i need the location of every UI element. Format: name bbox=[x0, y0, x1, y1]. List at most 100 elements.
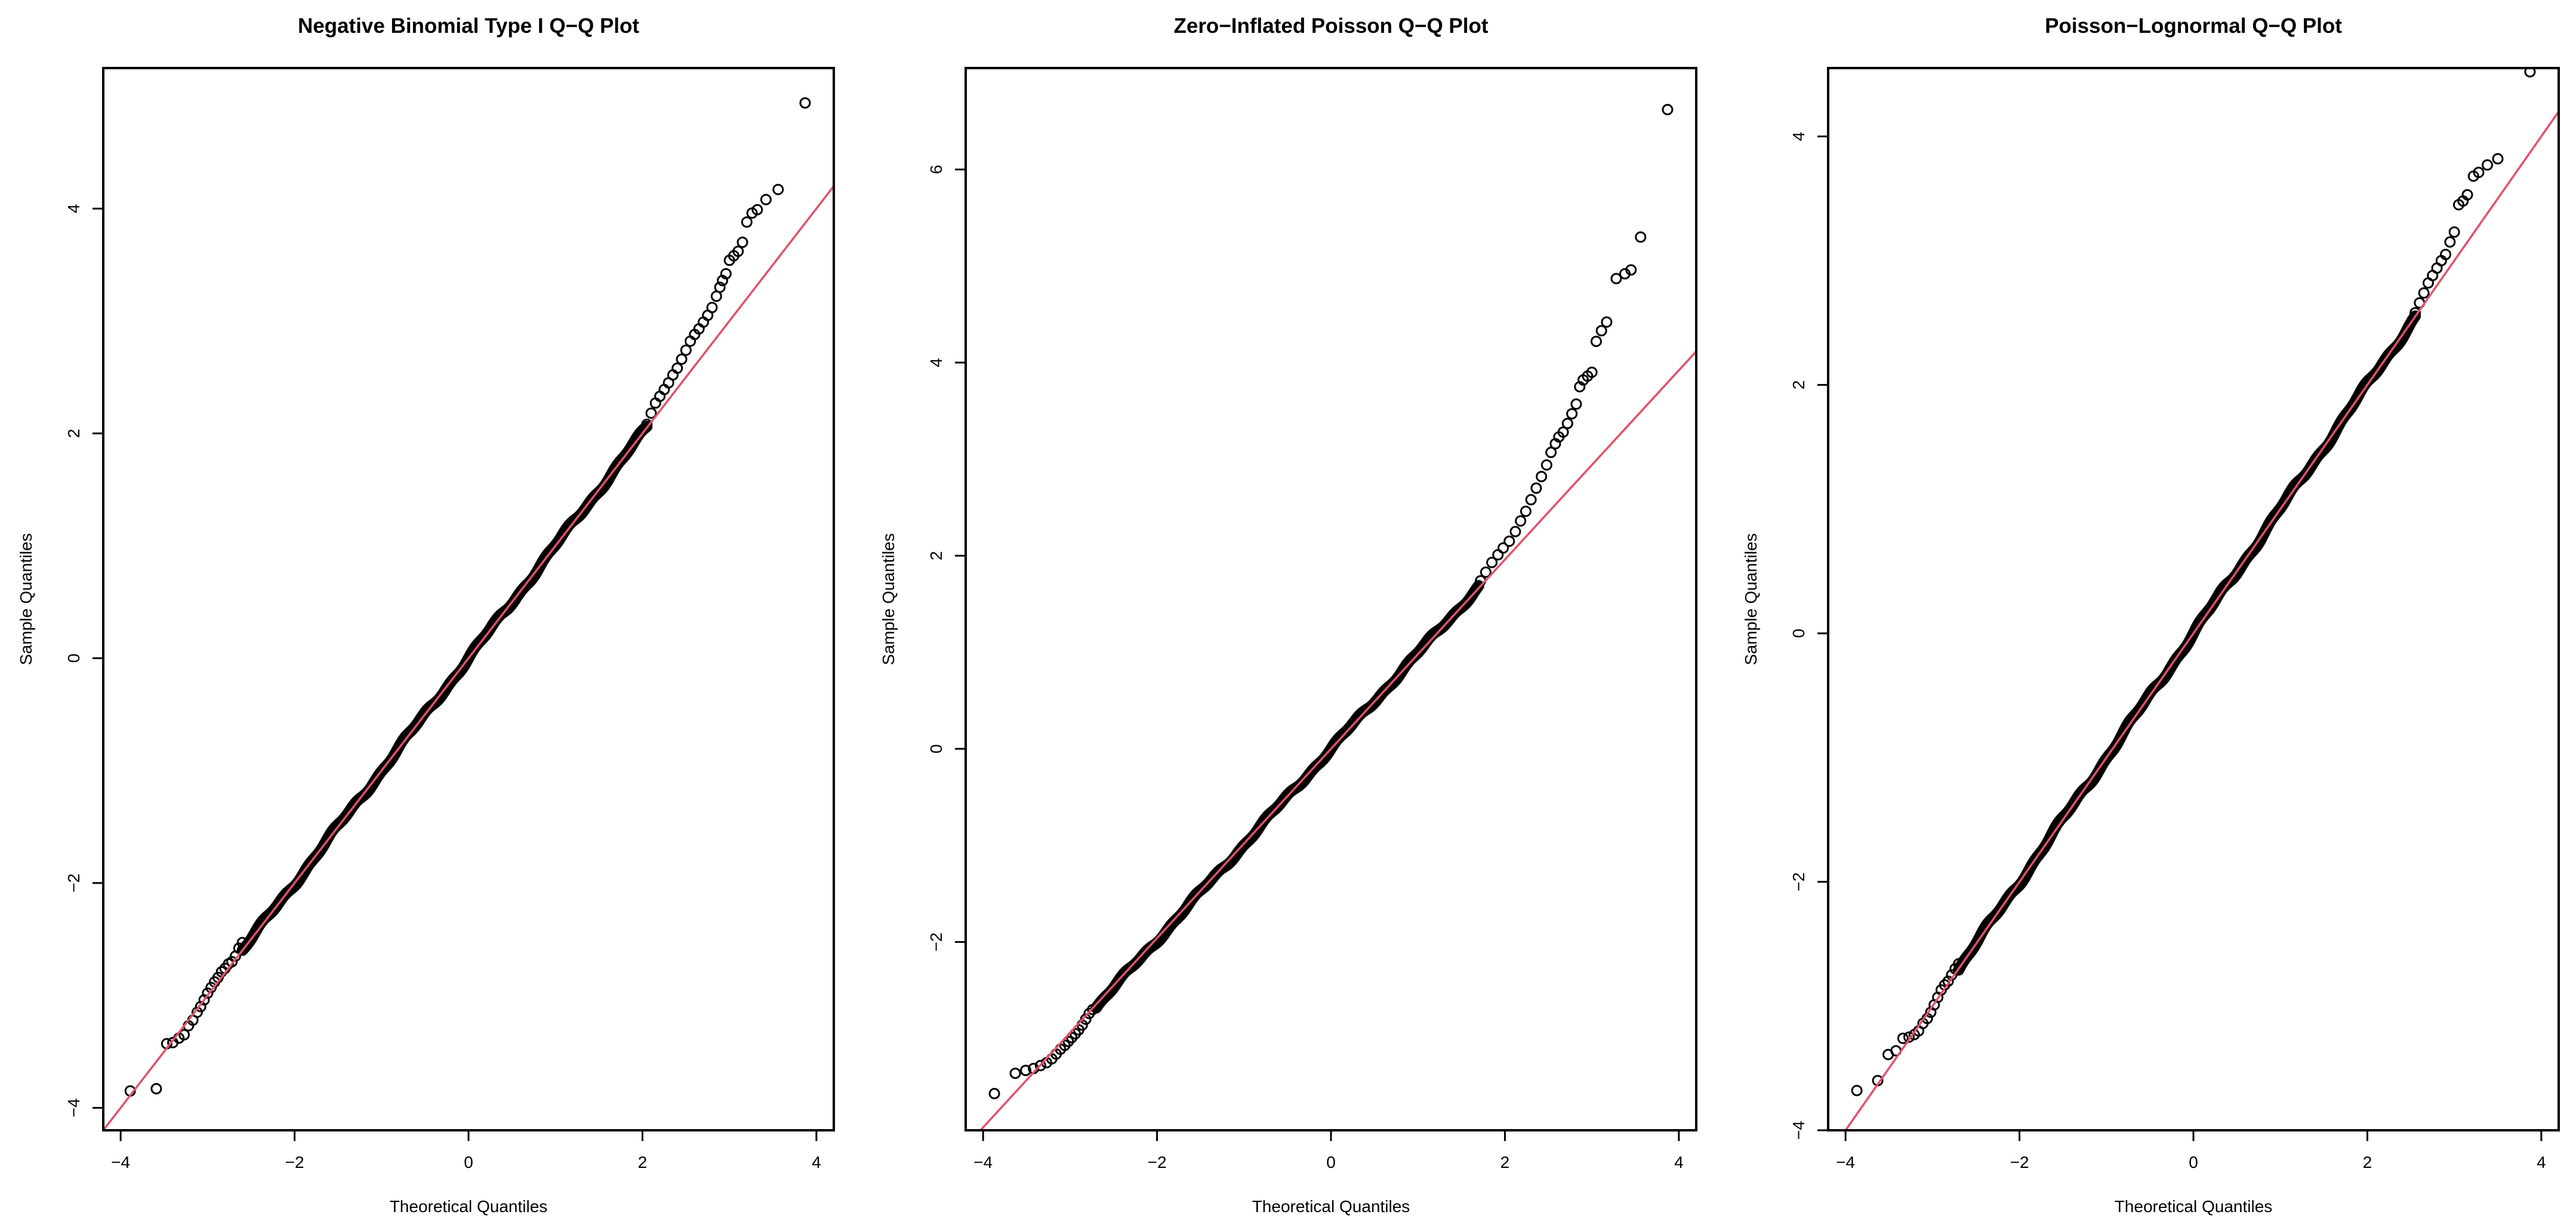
y-tick-label: −2 bbox=[1789, 872, 1808, 891]
qq-point bbox=[1595, 325, 1607, 337]
qq-point bbox=[1530, 482, 1542, 494]
qq-point bbox=[2461, 189, 2473, 201]
y-tick-label: −2 bbox=[64, 874, 83, 893]
qq-point bbox=[1610, 273, 1622, 285]
x-tick-label: −2 bbox=[2010, 1153, 2029, 1171]
qq-point bbox=[671, 362, 683, 374]
qq-point bbox=[226, 956, 238, 968]
qq-point bbox=[1503, 535, 1515, 547]
qq-point bbox=[737, 236, 748, 248]
y-tick-label: 2 bbox=[1789, 380, 1808, 390]
reference-line bbox=[979, 349, 1696, 1130]
qq-point bbox=[178, 1029, 190, 1041]
x-axis-label: Theoretical Quantiles bbox=[1252, 1197, 1410, 1216]
y-tick-label: 0 bbox=[927, 744, 945, 754]
qq-point bbox=[714, 281, 726, 293]
y-tick-label: 4 bbox=[927, 358, 945, 367]
chart-title: Negative Binomial Type I Q−Q Plot bbox=[298, 14, 639, 38]
y-tick-label: −2 bbox=[927, 933, 945, 952]
qq-point bbox=[2473, 167, 2485, 179]
qq-point bbox=[2448, 226, 2460, 238]
y-tick-label: −4 bbox=[64, 1098, 83, 1117]
qq-point bbox=[760, 193, 772, 205]
qq-point bbox=[1515, 515, 1527, 527]
y-axis-label: Sample Quantiles bbox=[1742, 533, 1760, 665]
plot-area bbox=[103, 97, 834, 1130]
qq-point bbox=[1851, 1084, 1863, 1096]
qq-point bbox=[1486, 556, 1498, 568]
x-tick-label: 2 bbox=[638, 1153, 648, 1171]
qq-point bbox=[680, 345, 692, 356]
qq-point bbox=[2482, 159, 2494, 171]
x-tick-label: −4 bbox=[111, 1153, 130, 1171]
qq-point bbox=[751, 204, 763, 216]
y-tick-label: 4 bbox=[64, 204, 83, 214]
qq-point bbox=[1635, 231, 1647, 243]
y-tick-label: 0 bbox=[1789, 629, 1808, 638]
qq-point bbox=[2440, 248, 2452, 260]
qq-panel-1: Negative Binomial Type I Q−Q Plot Theoret… bbox=[17, 14, 835, 1216]
reference-line bbox=[1844, 109, 2559, 1130]
y-tick-label: 4 bbox=[1789, 132, 1808, 142]
qq-point bbox=[1540, 459, 1552, 471]
plot-area bbox=[1844, 68, 2559, 1130]
y-tick-label: −4 bbox=[1789, 1121, 1808, 1140]
x-tick-label: 0 bbox=[1326, 1153, 1336, 1171]
y-axis-label: Sample Quantiles bbox=[17, 533, 35, 665]
qq-point bbox=[1586, 366, 1598, 378]
x-tick-label: 0 bbox=[2189, 1153, 2198, 1171]
qq-point bbox=[732, 245, 744, 257]
qq-point bbox=[1566, 408, 1578, 420]
qq-point bbox=[1897, 1032, 1909, 1044]
x-axis-label: Theoretical Quantiles bbox=[2115, 1197, 2273, 1216]
x-tick-label: 4 bbox=[1674, 1153, 1684, 1171]
qq-point bbox=[1942, 975, 1954, 987]
x-tick-label: −2 bbox=[285, 1153, 304, 1171]
y-tick-label: 2 bbox=[64, 429, 83, 438]
y-axis-label: Sample Quantiles bbox=[879, 533, 898, 665]
qq-point bbox=[1034, 1060, 1046, 1072]
qq-point bbox=[2418, 287, 2430, 299]
qq-point bbox=[1509, 525, 1521, 537]
plot-frame bbox=[1827, 67, 2560, 1131]
qq-point bbox=[2444, 236, 2456, 248]
y-tick-label: 6 bbox=[927, 165, 945, 174]
qq-point bbox=[645, 407, 657, 419]
y-tick-label: 0 bbox=[64, 654, 83, 663]
x-tick-label: 4 bbox=[812, 1153, 821, 1171]
qq-point bbox=[1497, 542, 1509, 554]
qq-point bbox=[2409, 310, 2421, 322]
qq-point bbox=[150, 1083, 162, 1094]
qq-point bbox=[772, 183, 784, 195]
x-tick-label: −4 bbox=[1836, 1153, 1855, 1171]
qq-point bbox=[1601, 316, 1613, 328]
qq-point bbox=[1536, 471, 1548, 482]
qq-panel-2: Zero−Inflated Poisson Q−Q Plot Theoretica… bbox=[879, 14, 1697, 1216]
qq-point bbox=[1480, 566, 1492, 578]
qq-point bbox=[1525, 494, 1537, 506]
qq-point bbox=[1903, 1031, 1915, 1043]
qq-point bbox=[706, 302, 718, 313]
plot-area bbox=[979, 104, 1696, 1130]
x-tick-label: 2 bbox=[2363, 1153, 2372, 1171]
qq-point bbox=[1020, 1065, 1032, 1077]
qq-point bbox=[1545, 447, 1557, 459]
qq-point bbox=[741, 216, 753, 228]
qq-point bbox=[1625, 264, 1637, 276]
y-tick-label: 2 bbox=[927, 551, 945, 561]
qq-point bbox=[1557, 426, 1569, 438]
x-tick-label: 2 bbox=[1500, 1153, 1510, 1171]
qq-point bbox=[988, 1088, 1000, 1100]
qq-point bbox=[1570, 398, 1582, 410]
qq-panel-3: Poisson−Lognormal Q−Q Plot Theoretical Qu… bbox=[1742, 14, 2560, 1216]
qq-point bbox=[2492, 153, 2504, 165]
qq-point bbox=[720, 268, 732, 280]
x-axis-label: Theoretical Quantiles bbox=[390, 1197, 548, 1216]
qq-point bbox=[799, 97, 811, 109]
plot-frame bbox=[965, 67, 1697, 1131]
qq-point bbox=[1590, 336, 1602, 348]
plot-frame bbox=[102, 67, 835, 1131]
qq-point bbox=[1561, 417, 1573, 429]
